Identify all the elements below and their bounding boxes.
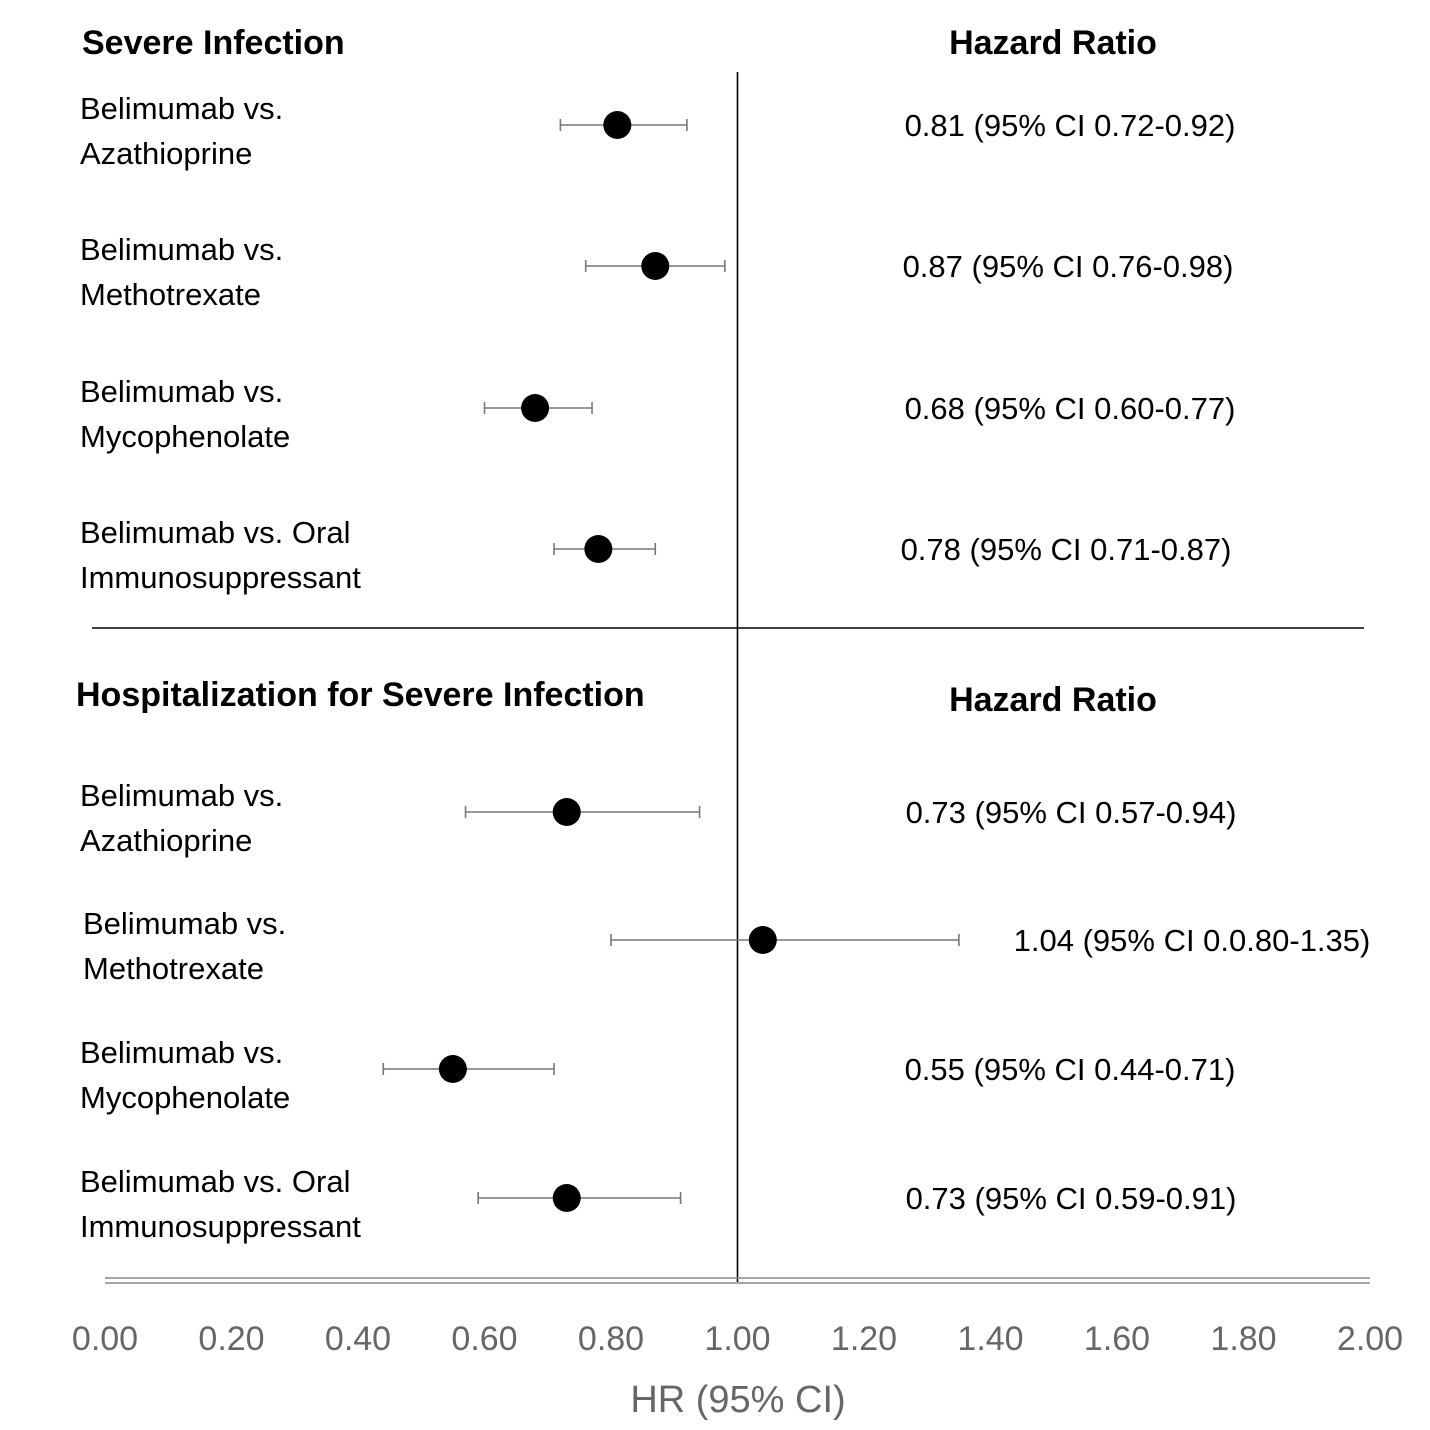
x-tick-label: 0.60	[451, 1320, 517, 1358]
row-label: Azathioprine	[80, 136, 252, 171]
chart-marks	[382, 111, 960, 1212]
row-label: Belimumab vs.	[80, 1035, 283, 1070]
x-tick-label: 0.40	[325, 1320, 391, 1358]
x-tick-label: 0.00	[72, 1320, 138, 1358]
chart-text: 0.00 0.20 0.40 0.60 0.80 1.00 1.20 1.40 1.60 1.80…	[72, 24, 1403, 1421]
row-label: Belimumab vs. Oral	[80, 1164, 350, 1199]
row-label: Belimumab vs.	[80, 374, 283, 409]
hr-value-text: 0.68 (95% CI 0.60-0.77)	[905, 391, 1236, 426]
hr-value-text: 0.81 (95% CI 0.72-0.92)	[905, 108, 1236, 143]
x-tick-label: 1.80	[1210, 1320, 1276, 1358]
row-label: Mycophenolate	[80, 1080, 290, 1115]
x-axis-title: HR (95% CI)	[630, 1379, 845, 1421]
row-label: Belimumab vs.	[83, 906, 286, 941]
row-label: Immunosuppressant	[80, 1209, 361, 1244]
row-label: Belimumab vs.	[80, 232, 283, 267]
row-label: Immunosuppressant	[80, 560, 361, 595]
x-tick-label: 0.80	[578, 1320, 644, 1358]
row-label: Azathioprine	[80, 823, 252, 858]
row-label: Belimumab vs.	[80, 91, 283, 126]
x-tick-label: 1.60	[1084, 1320, 1150, 1358]
hazard-ratio-header: Hazard Ratio	[949, 681, 1157, 719]
hr-point	[603, 111, 632, 139]
hr-point	[748, 926, 777, 954]
x-tick-label: 1.00	[704, 1320, 770, 1358]
hazard-ratio-header: Hazard Ratio	[949, 24, 1157, 62]
x-tick-label: 1.40	[957, 1320, 1023, 1358]
hr-point	[438, 1055, 467, 1083]
row-label: Methotrexate	[80, 277, 261, 312]
row-label: Methotrexate	[83, 951, 264, 986]
x-tick-label: 1.20	[831, 1320, 897, 1358]
hr-point	[552, 1184, 581, 1212]
hr-value-text: 1.04 (95% CI 0.0.80-1.35)	[1014, 923, 1371, 958]
row-label: Belimumab vs.	[80, 778, 283, 813]
hr-point	[584, 535, 613, 563]
section-title: Hospitalization for Severe Infection	[76, 676, 645, 714]
hr-value-text: 0.73 (95% CI 0.57-0.94)	[906, 795, 1237, 830]
hr-value-text: 0.78 (95% CI 0.71-0.87)	[901, 532, 1232, 567]
row-label: Mycophenolate	[80, 419, 290, 454]
row-label: Belimumab vs. Oral	[80, 515, 350, 550]
hr-point	[641, 252, 670, 280]
hr-value-text: 0.73 (95% CI 0.59-0.91)	[906, 1181, 1237, 1216]
x-tick-label: 0.20	[198, 1320, 264, 1358]
section-title: Severe Infection	[82, 24, 345, 62]
hr-value-text: 0.55 (95% CI 0.44-0.71)	[905, 1052, 1236, 1087]
hr-point	[521, 394, 550, 422]
chart-lines	[92, 72, 1370, 1284]
hr-value-text: 0.87 (95% CI 0.76-0.98)	[903, 249, 1234, 284]
x-tick-label: 2.00	[1337, 1320, 1403, 1358]
hr-point	[552, 798, 581, 826]
